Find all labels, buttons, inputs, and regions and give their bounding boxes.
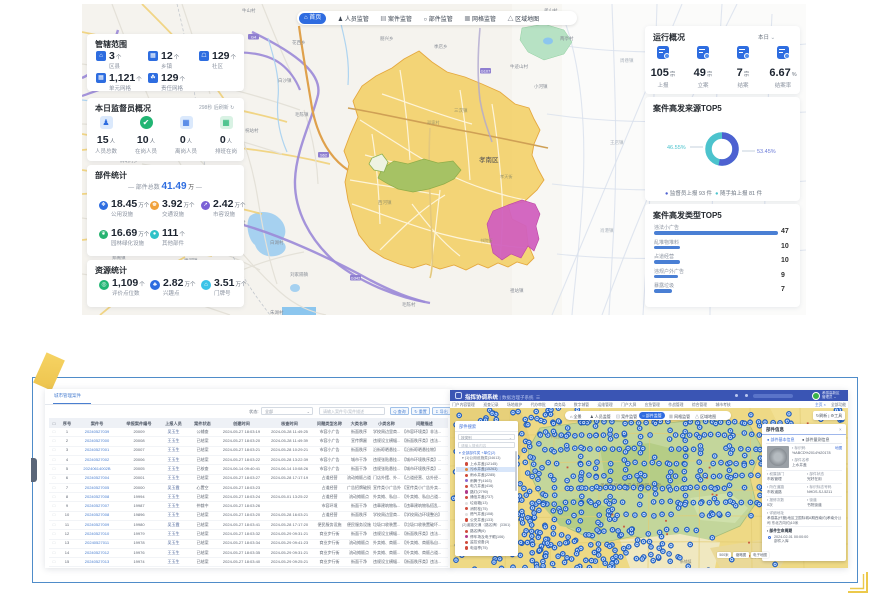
svg-text:S62: S62	[320, 152, 328, 157]
svg-text:孝山村: 孝山村	[544, 7, 558, 14]
svg-text:牛迹山村: 牛迹山村	[510, 63, 528, 70]
svg-text:肖港镇: 肖港镇	[600, 227, 614, 234]
svg-text:刘家隔镇: 刘家隔镇	[290, 271, 308, 278]
svg-text:祖站镇: 祖站镇	[510, 287, 524, 294]
svg-text:朱湖村: 朱湖村	[270, 309, 284, 315]
svg-text:三汊镇: 三汊镇	[454, 107, 468, 114]
svg-text:牛山村: 牛山村	[242, 7, 256, 14]
svg-text:G107: G107	[481, 68, 492, 73]
svg-text:G4: G4	[251, 34, 257, 39]
svg-text:王店镇: 王店镇	[610, 139, 624, 146]
svg-text:书院街: 书院街	[480, 237, 493, 244]
svg-text:G342: G342	[351, 275, 362, 280]
svg-text:毛陈村: 毛陈村	[402, 301, 416, 308]
svg-text:毛陈镇: 毛陈镇	[295, 111, 309, 118]
svg-text:郑阁镇: 郑阁镇	[112, 254, 126, 261]
svg-text:邓家村: 邓家村	[427, 119, 440, 126]
svg-text:46.55%: 46.55%	[667, 145, 686, 151]
svg-text:白沙镇: 白沙镇	[278, 77, 292, 84]
svg-text:53.45%: 53.45%	[757, 149, 776, 155]
svg-text:书院街道: 书院街道	[550, 434, 565, 439]
svg-text:朋兴乡: 朋兴乡	[380, 35, 394, 42]
svg-text:小河镇: 小河镇	[534, 83, 548, 90]
svg-text:季店乡: 季店乡	[434, 43, 448, 50]
svg-text:孝南区: 孝南区	[479, 155, 499, 164]
svg-text:孝天街: 孝天街	[500, 173, 513, 180]
svg-text:两亭村: 两亭村	[560, 35, 574, 41]
svg-text:白湖村: 白湖村	[270, 239, 284, 246]
svg-text:周巷镇: 周巷镇	[620, 57, 634, 64]
svg-text:花西乡: 花西乡	[292, 39, 306, 46]
svg-text:祝站村: 祝站村	[245, 127, 259, 134]
svg-text:新铺镇: 新铺镇	[680, 559, 692, 564]
svg-text:孝感高新技术产业开发区(托管): 孝感高新技术产业开发区(托管)	[600, 482, 662, 489]
svg-text:西河镇: 西河镇	[378, 199, 392, 206]
